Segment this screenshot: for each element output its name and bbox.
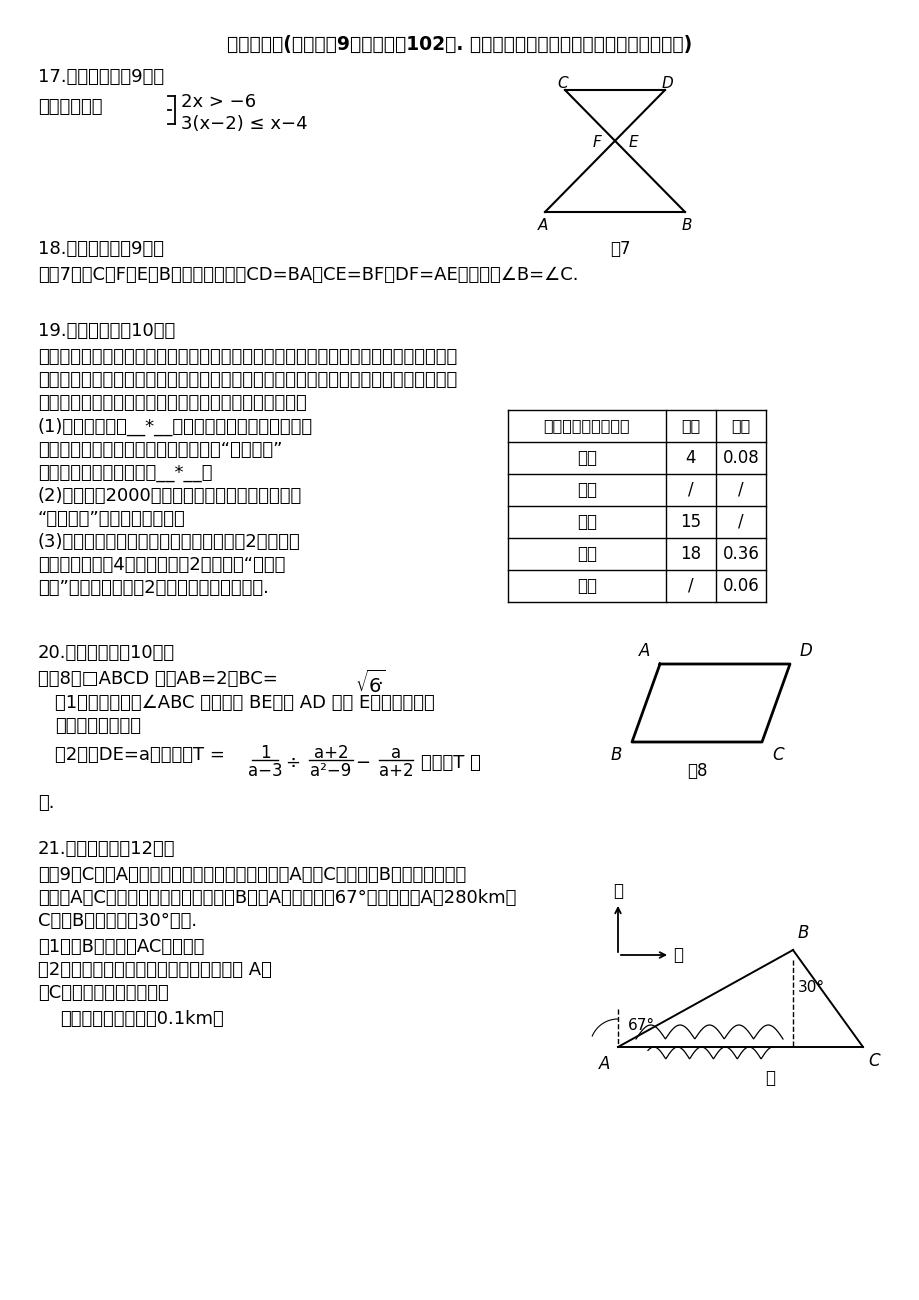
Text: 0.06: 0.06 [721, 577, 758, 595]
Text: 新闻: 新闻 [576, 448, 596, 467]
Text: 图7: 图7 [609, 240, 630, 257]
Text: （2）记DE=a，先化简T =: （2）记DE=a，先化简T = [55, 746, 224, 764]
Text: 解不等式组：: 解不等式组： [38, 98, 102, 116]
Text: 67°: 67° [628, 1018, 654, 1032]
Text: B: B [610, 746, 621, 764]
Text: 频率: 频率 [731, 419, 750, 433]
Text: （2）求随道开通后与随道开通前相比，从 A地: （2）求随道开通后与随道开通前相比，从 A地 [38, 961, 272, 979]
Text: 如图7，点C、F、E、B在一条直线上，CD=BA，CE=BF，DF=AE，求证：∠B=∠C.: 如图7，点C、F、E、B在一条直线上，CD=BA，CE=BF，DF=AE，求证：… [38, 266, 578, 283]
Text: 记者”培训，求抖取的2人来自不同班级的概率.: 记者”培训，求抖取的2人来自不同班级的概率. [38, 578, 268, 597]
Text: 娱乐: 娱乐 [576, 545, 596, 563]
Text: 戲曲: 戲曲 [576, 577, 596, 595]
Text: a−3: a−3 [247, 762, 282, 780]
Text: 动画: 动画 [576, 514, 596, 530]
Text: 18.（本小题满劙9分）: 18.（本小题满劙9分） [38, 240, 164, 257]
Text: A: A [638, 642, 650, 660]
Text: “喜爱体育”节目的学生人数；: “喜爱体育”节目的学生人数； [38, 510, 186, 528]
Text: C: C [771, 746, 783, 764]
Text: 随道使A、C两地直线贯通，经测量得：B地在A地的北偏东67°方向，距离A地280km，: 随道使A、C两地直线贯通，经测量得：B地在A地的北偏东67°方向，距离A地280… [38, 889, 516, 907]
Text: （1）求B地到直线AC的距离；: （1）求B地到直线AC的距离； [38, 939, 204, 956]
Text: 30°: 30° [797, 980, 824, 996]
Text: D: D [800, 642, 811, 660]
Text: 4: 4 [685, 448, 696, 467]
Text: A: A [538, 218, 548, 233]
Text: 18: 18 [680, 545, 701, 563]
Text: D: D [661, 75, 672, 91]
Text: C: C [867, 1052, 879, 1070]
Text: 闻节目，若从这4人中随机抖取2人去参加“新闻小: 闻节目，若从这4人中随机抖取2人去参加“新闻小 [38, 556, 285, 575]
Text: ，再求T 的: ，再求T 的 [421, 754, 481, 772]
Text: a+2: a+2 [313, 744, 348, 762]
Text: （1）利用尺规作∠ABC 的平分线 BE，交 AD 于点 E；（保留作图: （1）利用尺规作∠ABC 的平分线 BE，交 AD 于点 E；（保留作图 [55, 694, 435, 712]
Text: −: − [355, 754, 370, 772]
Text: (2)该校共有2000名学生，根据调查结果估计该校: (2)该校共有2000名学生，根据调查结果估计该校 [38, 488, 302, 504]
Text: 东: 东 [673, 946, 682, 965]
Text: 0.08: 0.08 [721, 448, 758, 467]
Text: /: / [737, 481, 743, 499]
Text: .: . [377, 670, 382, 688]
Text: 如图9，C地在A地的正东方向，因有大山阔隔，由A地到C地需绕行B地，现计划开凿: 如图9，C地在A地的正东方向，因有大山阔隔，由A地到C地需绕行B地，现计划开凿 [38, 866, 466, 884]
Text: C地在B地南偏东的30°方向.: C地在B地南偏东的30°方向. [38, 913, 197, 929]
Text: 20.（本小题满刉10分）: 20.（本小题满刉10分） [38, 644, 175, 662]
Text: 人数: 人数 [681, 419, 700, 433]
Text: 17.（本小题满劙9分）: 17.（本小题满劙9分） [38, 68, 164, 86]
Text: a: a [391, 744, 401, 762]
Text: 三、解答题(本大题兲9小题，满分102分. 解答应写出文字说明、证明过程或演算步骤): 三、解答题(本大题兲9小题，满分102分. 解答应写出文字说明、证明过程或演算步… [227, 35, 692, 55]
Text: 喜爱的电视节目类型: 喜爱的电视节目类型 [543, 419, 630, 433]
Text: 0.36: 0.36 [721, 545, 758, 563]
Text: 痕迹，不写作法）: 痕迹，不写作法） [55, 718, 141, 734]
Text: 某校为了解学生对新闻、体育、动画、娱乐、戲曲五类电视节目的喜爱情况，随机选取该: 某校为了解学生对新闻、体育、动画、娱乐、戲曲五类电视节目的喜爱情况，随机选取该 [38, 348, 457, 367]
Text: 对应扇形的圆心角度数是__*__；: 对应扇形的圆心角度数是__*__； [38, 464, 212, 482]
Text: 15: 15 [680, 514, 701, 530]
Text: B: B [681, 218, 691, 233]
Text: $\sqrt{6}$: $\sqrt{6}$ [355, 670, 385, 697]
Text: a²−9: a²−9 [310, 762, 351, 780]
Text: 图: 图 [765, 1069, 775, 1087]
Text: 果绘制的不完整统计表，根据表中信息，回答下列问题：: 果绘制的不完整统计表，根据表中信息，回答下列问题： [38, 394, 306, 412]
Text: /: / [687, 481, 693, 499]
Text: C: C [557, 75, 568, 91]
Text: 19.（本小题满刉10分）: 19.（本小题满刉10分） [38, 322, 175, 341]
Text: （本题结果都精确到0.1km）: （本题结果都精确到0.1km） [60, 1010, 223, 1028]
Text: B: B [797, 924, 809, 942]
Text: 北: 北 [612, 881, 622, 900]
Text: F: F [592, 135, 601, 151]
Text: 到C地的路程将缩短多少？: 到C地的路程将缩短多少？ [38, 984, 168, 1002]
Text: a+2: a+2 [379, 762, 413, 780]
Text: 爱的人数所占比例绘制成扇形统计图则“喜爱动画”: 爱的人数所占比例绘制成扇形统计图则“喜爱动画” [38, 441, 282, 459]
Text: E: E [628, 135, 637, 151]
Text: 图8: 图8 [686, 762, 707, 780]
Text: /: / [737, 514, 743, 530]
Text: /: / [687, 577, 693, 595]
Text: (1)本次共调查了__*__名学生，若将各类电视节目喜: (1)本次共调查了__*__名学生，若将各类电视节目喜 [38, 419, 312, 437]
Text: 体育: 体育 [576, 481, 596, 499]
Text: 如图8，□ABCD 中，AB=2，BC=: 如图8，□ABCD 中，AB=2，BC= [38, 670, 278, 688]
Text: 21.（本小题满刉12分）: 21.（本小题满刉12分） [38, 840, 176, 858]
Text: (3)在此次问卷调查中，甲、乙两班分别有2人喜爱新: (3)在此次问卷调查中，甲、乙两班分别有2人喜爱新 [38, 533, 301, 551]
Text: 值.: 值. [38, 794, 54, 812]
Text: ÷: ÷ [285, 754, 301, 772]
Text: A: A [598, 1056, 609, 1072]
Text: 1: 1 [259, 744, 270, 762]
Text: 校部分学生进行调查，要求每名学生从中只选一类最喜爱的电视节目，以下是根据调查结: 校部分学生进行调查，要求每名学生从中只选一类最喜爱的电视节目，以下是根据调查结 [38, 370, 457, 389]
Text: 3(x−2) ≤ x−4: 3(x−2) ≤ x−4 [181, 114, 307, 133]
Text: 2x > −6: 2x > −6 [181, 94, 255, 111]
